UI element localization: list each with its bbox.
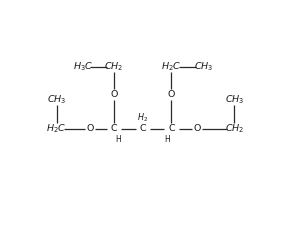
Text: $CH_3$: $CH_3$: [225, 94, 244, 106]
Text: $H_2$: $H_2$: [137, 112, 148, 124]
Text: H: H: [164, 136, 170, 144]
Text: $CH_2$: $CH_2$: [225, 122, 244, 135]
Text: H: H: [116, 136, 121, 144]
Text: O: O: [110, 90, 118, 99]
Text: C: C: [168, 124, 175, 133]
Text: $H_2C$: $H_2C$: [46, 122, 67, 135]
Text: C: C: [139, 124, 146, 133]
Text: O: O: [193, 124, 201, 133]
Text: $H_3C$: $H_3C$: [73, 60, 93, 73]
Text: O: O: [168, 90, 175, 99]
Text: $CH_3$: $CH_3$: [194, 60, 213, 73]
Text: $CH_2$: $CH_2$: [104, 60, 124, 73]
Text: $H_2C$: $H_2C$: [161, 60, 182, 73]
Text: C: C: [111, 124, 117, 133]
Text: $CH_3$: $CH_3$: [47, 94, 66, 106]
Text: O: O: [86, 124, 93, 133]
